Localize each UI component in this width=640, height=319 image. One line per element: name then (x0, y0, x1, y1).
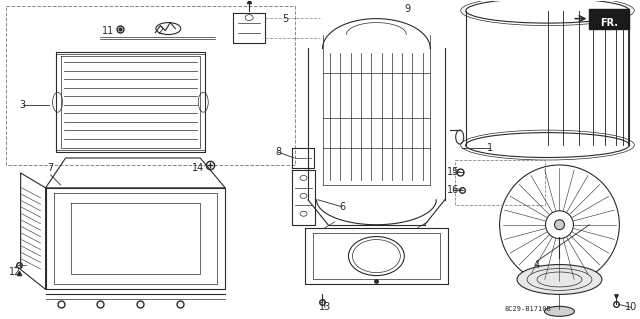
Text: 4: 4 (534, 260, 540, 270)
Text: FR.: FR. (600, 18, 618, 28)
Text: 5: 5 (282, 14, 288, 24)
Ellipse shape (545, 306, 575, 316)
Text: 11: 11 (102, 26, 115, 35)
Text: 3: 3 (20, 100, 26, 110)
Text: 15: 15 (447, 167, 459, 177)
Bar (6, 6, 295, 165)
Text: 12: 12 (8, 266, 21, 277)
Text: 8: 8 (275, 147, 281, 157)
Text: 10: 10 (625, 302, 637, 312)
Polygon shape (589, 9, 629, 29)
Text: 1: 1 (486, 143, 493, 153)
Text: 2: 2 (157, 26, 163, 35)
Text: 8C29-B1710B: 8C29-B1710B (504, 306, 551, 312)
Text: 9: 9 (404, 4, 411, 14)
Ellipse shape (517, 264, 602, 294)
Text: 16: 16 (447, 185, 459, 195)
Text: 7: 7 (47, 163, 54, 173)
Text: 6: 6 (339, 202, 345, 212)
Ellipse shape (554, 220, 564, 230)
Text: 14: 14 (192, 163, 204, 173)
Text: 13: 13 (319, 302, 331, 312)
